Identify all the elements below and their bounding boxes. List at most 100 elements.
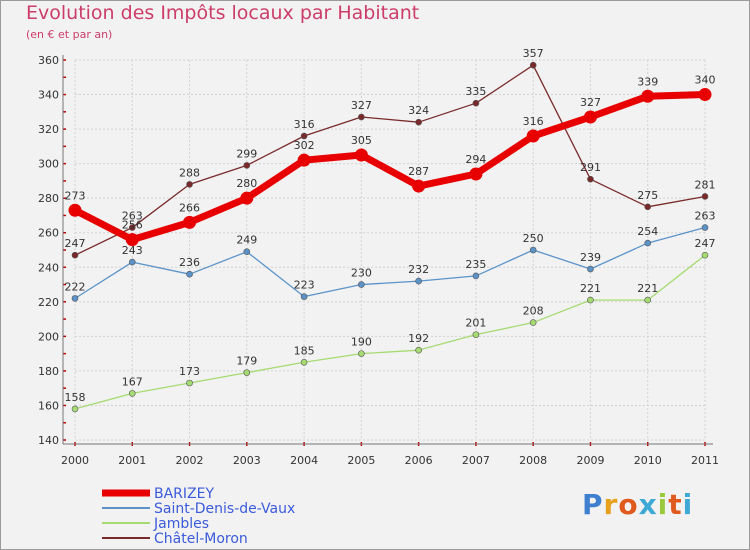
data-label: 324 [408, 104, 429, 117]
y-tick-label: 240 [38, 261, 59, 274]
x-tick-label: 2006 [405, 454, 433, 467]
x-tick-label: 2011 [691, 454, 719, 467]
data-label: 230 [351, 267, 372, 280]
data-label: 208 [523, 305, 544, 318]
data-point [68, 203, 82, 217]
data-point [698, 88, 712, 102]
data-point [644, 203, 652, 211]
x-tick-label: 2007 [462, 454, 490, 467]
x-tick-label: 2000 [61, 454, 89, 467]
data-label: 192 [408, 332, 429, 345]
y-tick-label: 260 [38, 227, 59, 240]
data-label: 239 [580, 251, 601, 264]
data-label: 249 [236, 234, 257, 247]
data-point [472, 99, 480, 107]
data-point [71, 251, 79, 259]
data-point [300, 293, 308, 300]
data-point [358, 281, 365, 288]
data-point [240, 191, 254, 205]
data-point [243, 369, 251, 376]
data-point [529, 319, 537, 326]
data-label: 263 [695, 210, 716, 223]
legend-item: Jambles [102, 516, 209, 532]
y-tick-label: 180 [38, 365, 59, 378]
data-label: 339 [637, 75, 658, 88]
data-point [128, 390, 136, 397]
data-label: 243 [122, 244, 143, 257]
y-tick-label: 360 [38, 54, 59, 67]
y-tick-label: 320 [38, 123, 59, 136]
y-tick-label: 200 [38, 330, 59, 343]
data-point [701, 193, 709, 200]
data-label: 287 [408, 165, 429, 178]
data-label: 236 [179, 256, 200, 269]
x-tick-label: 2004 [290, 454, 318, 467]
data-label: 235 [465, 258, 486, 271]
data-point [71, 295, 79, 302]
data-label: 158 [65, 391, 86, 404]
data-label: 316 [294, 118, 315, 131]
series-line [74, 254, 706, 410]
data-point [412, 179, 426, 193]
data-point [587, 296, 594, 304]
data-point [300, 132, 308, 140]
data-point [128, 258, 136, 266]
data-point [701, 224, 709, 231]
data-label: 247 [695, 237, 716, 250]
series-line [73, 91, 706, 244]
data-point [71, 405, 79, 413]
legend-item: BARIZEY [102, 486, 214, 502]
logo-letter: x [638, 488, 658, 521]
legend-label: Châtel-Moron [154, 531, 248, 547]
x-tick-label: 2008 [519, 454, 547, 467]
plot-area [75, 60, 705, 440]
data-point [583, 110, 597, 124]
grid-lines [74, 59, 706, 441]
data-label: 340 [695, 74, 716, 87]
data-point [358, 113, 365, 121]
x-tick-label: 2001 [118, 454, 146, 467]
data-label: 266 [179, 201, 200, 214]
data-point [183, 215, 197, 229]
data-point [472, 272, 480, 280]
x-tick-label: 2002 [176, 454, 204, 467]
data-label: 302 [294, 139, 315, 152]
y-tick-label: 340 [38, 89, 59, 102]
series-jambles: 158 167 173 179 185 190 192 201 208 221 221 247 [65, 237, 716, 413]
data-label: 201 [465, 317, 486, 330]
data-point [587, 175, 594, 183]
data-label: 288 [179, 166, 200, 179]
legend-label: Jambles [153, 516, 209, 532]
data-label: 167 [122, 375, 143, 388]
data-label: 256 [122, 219, 143, 232]
logo-letter: i [682, 488, 694, 521]
data-label: 247 [65, 237, 86, 250]
series-line [74, 64, 706, 256]
data-label: 335 [465, 85, 486, 98]
data-point [186, 270, 193, 278]
x-tick-label: 2003 [233, 454, 261, 467]
data-label: 275 [637, 189, 658, 202]
data-point [701, 251, 709, 259]
data-label: 291 [580, 161, 601, 174]
data-point [358, 350, 365, 357]
legend-item: Saint-Denis-de-Vaux [102, 501, 295, 517]
data-label: 327 [580, 96, 601, 109]
data-label: 179 [236, 355, 257, 368]
data-label: 263 [122, 210, 143, 223]
series-barizey: 273 256 266 280 302 305 287 294 316 327 339 340 [65, 74, 716, 247]
legend: BARIZEYSaint-Denis-de-VauxJamblesChâtel-… [102, 486, 295, 547]
data-point [128, 224, 136, 231]
data-label: 281 [695, 178, 716, 191]
data-point [644, 296, 652, 304]
logo-letter: t [668, 488, 683, 521]
data-label: 185 [294, 344, 315, 357]
series-saint-denis-de-vaux: 222 243 236 249 223 230 232 235 250 239 254 263 [65, 210, 716, 302]
data-point [415, 118, 422, 126]
y-tick-label: 300 [38, 158, 59, 171]
data-label: 299 [236, 147, 257, 160]
series-line [74, 226, 706, 299]
data-label: 221 [580, 282, 601, 295]
